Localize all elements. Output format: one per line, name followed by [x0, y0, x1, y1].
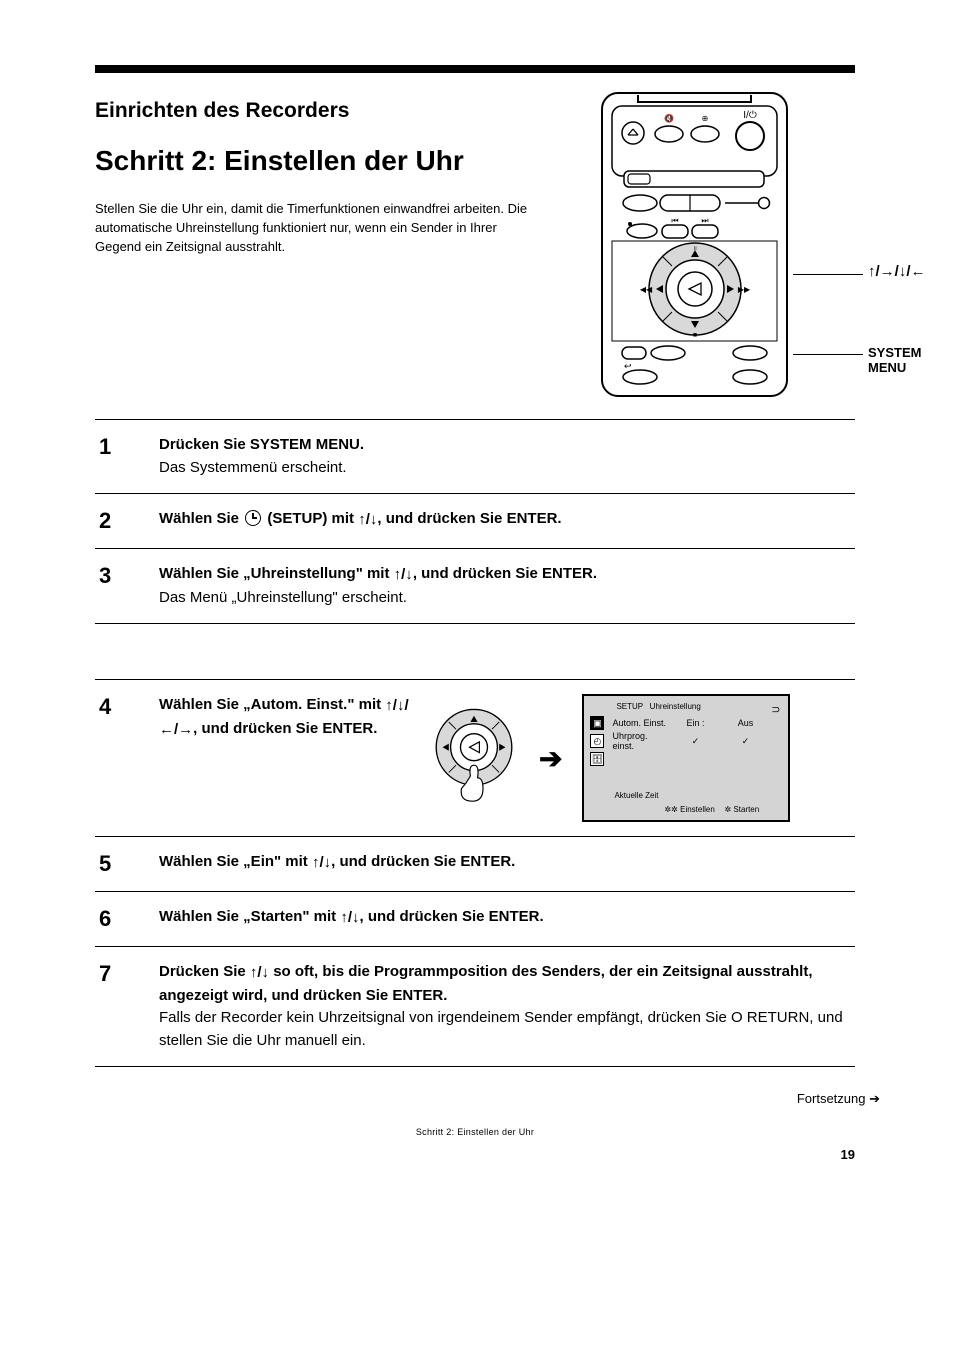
menu-row-label: Uhrprog. einst. — [612, 731, 670, 751]
menu-row-c2: Aus — [720, 718, 770, 728]
svg-text:↩: ↩ — [624, 361, 632, 371]
callout-sysmenu-label: SYSTEM MENU — [868, 345, 921, 375]
toolbox-icon: 🗄 — [590, 752, 604, 766]
svg-text:▶▶: ▶▶ — [738, 285, 751, 294]
svg-text:I/⏻: I/⏻ — [743, 110, 757, 121]
steps-list-2: 4 Wählen Sie „Autom. Einst." mit ↑/↓/←/→… — [95, 679, 855, 1067]
menu-title: Uhreinstellung — [650, 702, 701, 711]
clock-menu-icon: ◴ — [590, 734, 604, 748]
step-number: 1 — [99, 434, 159, 460]
chapter-title: Einrichten des Recorders — [95, 99, 538, 123]
step-number: 4 — [99, 694, 159, 720]
step-number: 6 — [99, 906, 159, 932]
menu-return-icon: ⊃ — [771, 703, 780, 716]
menu-footer-1: Einstellen — [680, 805, 715, 814]
step-text: Drücken Sie SYSTEM MENU. — [159, 436, 364, 453]
step-number: 2 — [99, 508, 159, 534]
svg-text:◀◀: ◀◀ — [640, 285, 653, 294]
remote-illustration: 🔇 ⊕ I/⏻ ⏮ ⏭ — [568, 91, 888, 403]
gear-icon: ✲ — [724, 805, 731, 814]
menu-row-c1: Ein : — [670, 718, 720, 728]
nav-pad-detail — [429, 703, 519, 813]
step-number: 7 — [99, 961, 159, 987]
step-text-pre: Wählen Sie „Autom. Einst." mit — [159, 696, 385, 713]
menu-row-2: ◴ Uhrprog. einst. ✓ ✓ — [590, 733, 782, 749]
step-text-post: , und drücken Sie ENTER. — [377, 510, 561, 527]
step-text-pre: Drücken Sie — [159, 963, 250, 980]
menu-footer-2: Starten — [733, 805, 759, 814]
svg-text:⏭: ⏭ — [701, 216, 708, 225]
svg-text:⊕: ⊕ — [702, 114, 709, 123]
step-text-pre: Wählen Sie „Uhreinstellung" mit — [159, 565, 394, 582]
step-2: 2 Wählen Sie (SETUP) mit ↑/↓, und drücke… — [95, 493, 855, 548]
step-subtext: Falls der Recorder kein Uhrzeitsignal vo… — [159, 1009, 843, 1049]
page-heading: Schritt 2: Einstellen der Uhr — [95, 145, 538, 176]
continued-label: Fortsetzung ➔ — [95, 1091, 880, 1107]
step-subtext: Das Systemmenü erscheint. — [159, 459, 347, 476]
menu-row-label: Autom. Einst. — [612, 718, 670, 728]
gear-icon: ✲✲ — [664, 805, 677, 814]
menu-row-c1: ✓ — [670, 736, 720, 747]
section-divider — [95, 65, 855, 73]
svg-text:■: ■ — [693, 332, 697, 339]
arrows-inline: ↑/↓ — [394, 566, 413, 583]
step-1: 1 Drücken Sie SYSTEM MENU. Das Systemmen… — [95, 419, 855, 493]
step-subtext: Das Menü „Uhreinstellung" erscheint. — [159, 589, 407, 606]
step-4: 4 Wählen Sie „Autom. Einst." mit ↑/↓/←/→… — [95, 679, 855, 836]
step-7: 7 Drücken Sie ↑/↓ so oft, bis die Progra… — [95, 946, 855, 1067]
arrows-inline: ↑/↓ — [340, 909, 359, 926]
remote-svg: 🔇 ⊕ I/⏻ ⏮ ⏭ — [600, 91, 789, 398]
svg-text:⏮: ⏮ — [671, 216, 678, 225]
menu-header: SETUP — [616, 702, 643, 711]
intro-paragraph: Stellen Sie die Uhr ein, damit die Timer… — [95, 200, 538, 257]
right-arrow-icon: ➔ — [539, 742, 562, 775]
footer-running-head: Schritt 2: Einstellen der Uhr — [95, 1127, 855, 1137]
arrows-inline: ↑/↓ — [312, 854, 331, 871]
step-text-pre: Wählen Sie — [159, 510, 243, 527]
step-text-mid: (SETUP) mit — [267, 510, 358, 527]
step-text-pre: Wählen Sie „Ein" mit — [159, 853, 312, 870]
menu-bottom-label: Aktuelle Zeit — [614, 791, 658, 800]
step-number: 3 — [99, 563, 159, 589]
arrows-inline: ↑/↓ — [358, 511, 377, 528]
step-5: 5 Wählen Sie „Ein" mit ↑/↓, und drücken … — [95, 836, 855, 891]
osd-menu: ⊃ SETUP Uhreinstellung ▣ Autom. Einst. E… — [582, 694, 790, 822]
arrows-inline: ↑/↓ — [250, 964, 269, 981]
menu-row-3: 🗄 — [590, 751, 782, 767]
menu-row-1: ▣ Autom. Einst. Ein : Aus — [590, 715, 782, 731]
step-text-post: , und drücken Sie ENTER. — [413, 565, 597, 582]
step-3: 3 Wählen Sie „Uhreinstellung" mit ↑/↓, u… — [95, 548, 855, 624]
clock-icon — [245, 510, 261, 526]
callout-arrows-label: ↑/→/↓/← — [868, 263, 926, 280]
step-text-pre: Wählen Sie „Starten" mit — [159, 908, 340, 925]
step-text-post: , und drücken Sie ENTER. — [331, 853, 515, 870]
svg-text:॥: ॥ — [693, 246, 697, 252]
menu-row-c2: ✓ — [720, 736, 770, 747]
step-number: 5 — [99, 851, 159, 877]
step-text-post: , und drücken Sie ENTER. — [359, 908, 543, 925]
page-number: 19 — [95, 1147, 855, 1162]
step-6: 6 Wählen Sie „Starten" mit ↑/↓, und drüc… — [95, 891, 855, 946]
step-text-post: , und drücken Sie ENTER. — [193, 720, 377, 737]
picture-icon: ▣ — [590, 716, 604, 730]
svg-text:🔇: 🔇 — [664, 113, 674, 123]
steps-list: 1 Drücken Sie SYSTEM MENU. Das Systemmen… — [95, 419, 855, 624]
